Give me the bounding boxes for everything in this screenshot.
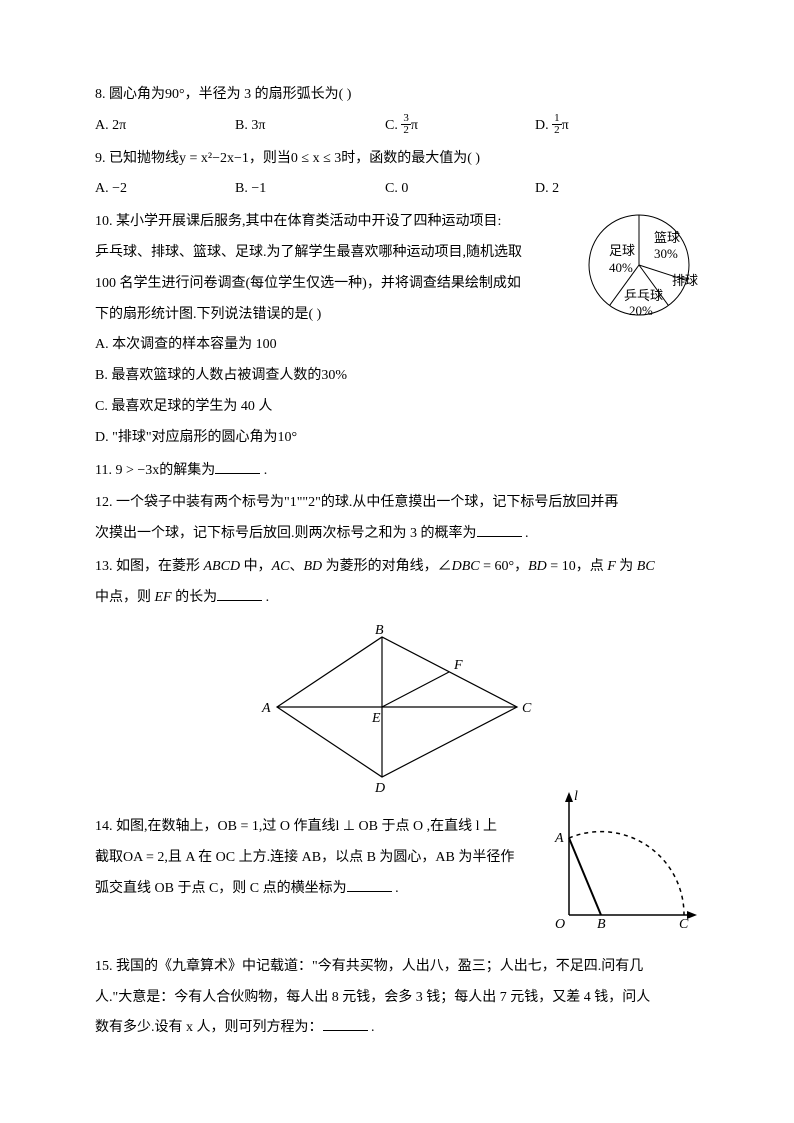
label-f: F [453, 658, 463, 673]
q10-line4: 下的扇形统计图.下列说法错误的是( ) [95, 300, 525, 331]
q9-text: 9. 已知抛物线y = x²−2x−1，则当0 ≤ x ≤ 3时，函数的最大值为… [95, 144, 699, 175]
q8-opt-c: C. 32π [385, 111, 535, 142]
pie-svg: 足球 40% 篮球 30% 排球 乒乓球 20% [574, 200, 714, 330]
t: 为菱形的对角线，∠ [322, 559, 452, 574]
q8-options: A. 2π B. 3π C. 32π D. 12π [95, 111, 699, 142]
q8-c-suffix: π [411, 118, 418, 133]
t: 中， [240, 559, 272, 574]
frac-den: 2 [552, 125, 562, 136]
t: 中点，则 [95, 590, 155, 605]
pie-chart: 足球 40% 篮球 30% 排球 乒乓球 20% [574, 200, 714, 343]
q10-line3: 100 名学生进行问卷调查(每位学生仅选一种)，并将调查结果绘制成如 [95, 269, 525, 300]
q8-d-prefix: D. [535, 118, 552, 133]
blank-line [323, 1017, 368, 1031]
t: 13. 如图，在菱形 [95, 559, 204, 574]
q10-line1: 10. 某小学开展课后服务,其中在体育类活动中开设了四种运动项目: [95, 207, 525, 238]
q10-opt-d: D. "排球"对应扇形的圆心角为10° [95, 423, 699, 454]
q14-line3: 弧交直线 OB 于点 C，则 C 点的横坐标为 . [95, 874, 535, 905]
label-arc-o: O [555, 917, 565, 930]
pie-value-pingpong: 20% [629, 303, 653, 318]
q12-line2: 次摸出一个球，记下标号后放回.则两次标号之和为 3 的概率为 . [95, 519, 699, 550]
blank-line [217, 587, 262, 601]
var-dbc: DBC [452, 559, 480, 574]
arc-svg: l A O B C [549, 790, 699, 930]
q8-text: 8. 圆心角为90°，半径为 3 的扇形弧长为( ) [95, 80, 699, 111]
var-bd2: BD [528, 559, 547, 574]
var-f: F [607, 559, 616, 574]
q12-line1: 12. 一个袋子中装有两个标号为"1""2"的球.从中任意摸出一个球，记下标号后… [95, 488, 699, 519]
q11-text: 11. 9 > −3x的解集为 [95, 463, 215, 478]
t: 的长为 [172, 590, 218, 605]
rhombus-svg: B A C D E F [247, 622, 547, 792]
arc-figure: l A O B C [549, 790, 699, 943]
label-arc-c: C [679, 917, 689, 930]
question-13: 13. 如图，在菱形 ABCD 中，AC、BD 为菱形的对角线，∠DBC = 6… [95, 552, 699, 614]
t: 、 [289, 559, 303, 574]
q10-line2: 乒乓球、排球、篮球、足球.为了解学生最喜欢哪种运动项目,随机选取 [95, 238, 525, 269]
var-ac: AC [272, 559, 290, 574]
question-8: 8. 圆心角为90°，半径为 3 的扇形弧长为( ) A. 2π B. 3π C… [95, 80, 699, 142]
var-bd: BD [303, 559, 322, 574]
q8-c-prefix: C. [385, 118, 401, 133]
pie-label-pingpong: 乒乓球 [624, 288, 663, 303]
question-15: 15. 我国的《九章算术》中记载道："今有共买物，人出八，盈三；人出七，不足四.… [95, 952, 699, 1044]
q13-line1: 13. 如图，在菱形 ABCD 中，AC、BD 为菱形的对角线，∠DBC = 6… [95, 552, 699, 583]
var-abcd: ABCD [204, 559, 241, 574]
pie-label-basketball: 篮球 [654, 230, 680, 245]
q8-opt-a: A. 2π [95, 111, 235, 142]
t: = 60°， [480, 559, 529, 574]
q13-line2: 中点，则 EF 的长为 . [95, 583, 699, 614]
q8-d-suffix: π [562, 118, 569, 133]
q9-opt-c: C. 0 [385, 174, 535, 205]
pie-value-football: 40% [609, 260, 633, 275]
pie-label-football: 足球 [609, 243, 635, 258]
q15-line2: 人."大意是：今有人合伙购物，每人出 8 元钱，会多 3 钱；每人出 7 元钱，… [95, 983, 699, 1014]
t: 为 [616, 559, 637, 574]
q10-opt-b: B. 最喜欢篮球的人数占被调查人数的30% [95, 361, 699, 392]
blank-line [477, 523, 522, 537]
blank-line [215, 460, 260, 474]
label-c: C [522, 701, 532, 716]
label-arc-a: A [554, 831, 564, 846]
q15-line1: 15. 我国的《九章算术》中记载道："今有共买物，人出八，盈三；人出七，不足四.… [95, 952, 699, 983]
q14-line3-text: 弧交直线 OB 于点 C，则 C 点的横坐标为 [95, 881, 347, 896]
var-ef: EF [155, 590, 172, 605]
q9-opt-b: B. −1 [235, 174, 385, 205]
label-e: E [371, 711, 381, 726]
pie-label-volleyball: 排球 [672, 273, 698, 288]
q15-line3: 数有多少.设有 x 人，则可列方程为： . [95, 1013, 699, 1044]
q12-line2-text: 次摸出一个球，记下标号后放回.则两次标号之和为 3 的概率为 [95, 526, 477, 541]
label-a: A [261, 701, 271, 716]
q9-opt-a: A. −2 [95, 174, 235, 205]
label-b: B [375, 623, 384, 638]
question-9: 9. 已知抛物线y = x²−2x−1，则当0 ≤ x ≤ 3时，函数的最大值为… [95, 144, 699, 206]
question-12: 12. 一个袋子中装有两个标号为"1""2"的球.从中任意摸出一个球，记下标号后… [95, 488, 699, 550]
q14-line1: 14. 如图,在数轴上，OB = 1,过 O 作直线l ⊥ OB 于点 O ,在… [95, 812, 535, 843]
fraction-icon: 32 [401, 113, 411, 136]
label-l: l [574, 790, 578, 804]
q10-opt-c: C. 最喜欢足球的学生为 40 人 [95, 392, 699, 423]
q14-line2: 截取OA = 2,且 A 在 OC 上方.连接 AB，以点 B 为圆心，AB 为… [95, 843, 535, 874]
label-d: D [374, 781, 385, 792]
fraction-icon: 12 [552, 113, 562, 136]
rhombus-figure: B A C D E F [95, 622, 699, 805]
q8-opt-d: D. 12π [535, 111, 635, 142]
label-arc-b: B [597, 917, 606, 930]
frac-den: 2 [401, 125, 411, 136]
q15-line3-text: 数有多少.设有 x 人，则可列方程为： [95, 1020, 323, 1035]
question-11: 11. 9 > −3x的解集为 . [95, 456, 699, 487]
question-14: 14. 如图,在数轴上，OB = 1,过 O 作直线l ⊥ OB 于点 O ,在… [95, 812, 535, 904]
pie-value-basketball: 30% [654, 246, 678, 261]
t: = 10，点 [547, 559, 607, 574]
blank-line [347, 878, 392, 892]
var-bc: BC [637, 559, 655, 574]
q8-opt-b: B. 3π [235, 111, 385, 142]
